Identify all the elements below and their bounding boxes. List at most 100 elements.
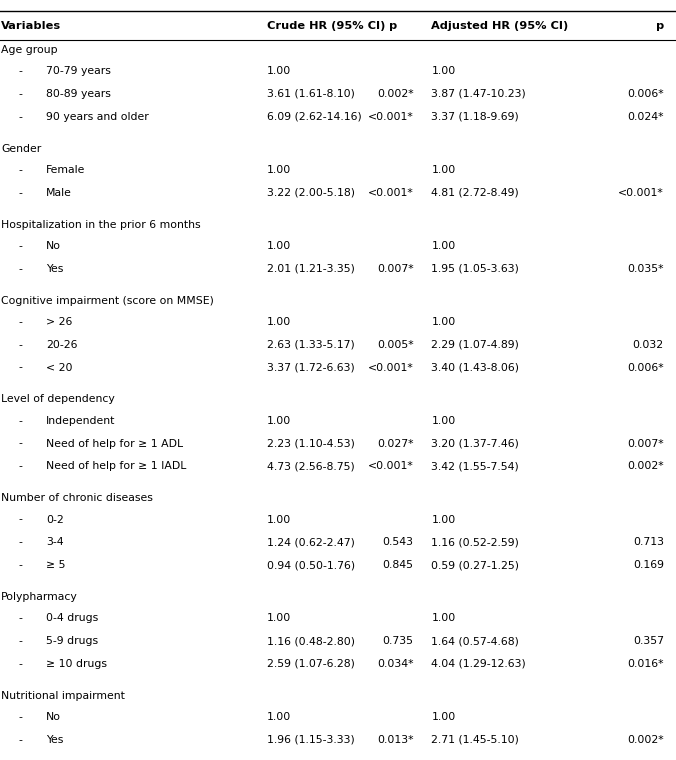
Text: 0.016*: 0.016* [627,659,664,669]
Text: <0.001*: <0.001* [618,188,664,198]
Text: 2.23 (1.10-4.53): 2.23 (1.10-4.53) [267,439,355,448]
Text: -: - [19,461,23,471]
Text: -: - [19,241,23,251]
Text: 1.00: 1.00 [431,416,456,426]
Text: <0.001*: <0.001* [368,112,414,122]
Text: 1.00: 1.00 [267,317,291,327]
Text: Gender: Gender [1,144,42,154]
Text: 0.002*: 0.002* [627,735,664,745]
Text: Number of chronic diseases: Number of chronic diseases [1,493,153,503]
Text: No: No [46,241,61,251]
Text: 0.034*: 0.034* [377,659,414,669]
Text: Cognitive impairment (score on MMSE): Cognitive impairment (score on MMSE) [1,296,214,306]
Text: 0.002*: 0.002* [377,89,414,99]
Text: -: - [19,537,23,547]
Text: <0.001*: <0.001* [368,363,414,372]
Text: 3.42 (1.55-7.54): 3.42 (1.55-7.54) [431,461,519,471]
Text: 0.006*: 0.006* [627,363,664,372]
Text: Nutritional impairment: Nutritional impairment [1,691,125,701]
Text: 3.37 (1.18-9.69): 3.37 (1.18-9.69) [431,112,519,122]
Text: Yes: Yes [46,735,64,745]
Text: 0-2: 0-2 [46,515,64,524]
Text: 0.027*: 0.027* [377,439,414,448]
Text: -: - [19,165,23,175]
Text: -: - [19,112,23,122]
Text: 2.59 (1.07-6.28): 2.59 (1.07-6.28) [267,659,355,669]
Text: Hospitalization in the prior 6 months: Hospitalization in the prior 6 months [1,220,201,230]
Text: 1.16 (0.52-2.59): 1.16 (0.52-2.59) [431,537,519,547]
Text: Need of help for ≥ 1 IADL: Need of help for ≥ 1 IADL [46,461,187,471]
Text: Crude HR (95% CI): Crude HR (95% CI) [267,21,385,31]
Text: 0.713: 0.713 [633,537,664,547]
Text: 1.00: 1.00 [431,241,456,251]
Text: Polypharmacy: Polypharmacy [1,592,78,602]
Text: 0.735: 0.735 [383,636,414,646]
Text: -: - [19,416,23,426]
Text: Variables: Variables [1,21,62,31]
Text: 1.95 (1.05-3.63): 1.95 (1.05-3.63) [431,264,519,274]
Text: 1.00: 1.00 [431,613,456,623]
Text: < 20: < 20 [46,363,72,372]
Text: 2.71 (1.45-5.10): 2.71 (1.45-5.10) [431,735,519,745]
Text: Age group: Age group [1,45,58,55]
Text: 5-9 drugs: 5-9 drugs [46,636,98,646]
Text: -: - [19,340,23,350]
Text: 1.00: 1.00 [267,165,291,175]
Text: 0.845: 0.845 [383,560,414,570]
Text: 0.357: 0.357 [633,636,664,646]
Text: No: No [46,712,61,722]
Text: 0.006*: 0.006* [627,89,664,99]
Text: 1.00: 1.00 [267,416,291,426]
Text: 0.002*: 0.002* [627,461,664,471]
Text: Level of dependency: Level of dependency [1,394,115,404]
Text: Female: Female [46,165,85,175]
Text: 4.81 (2.72-8.49): 4.81 (2.72-8.49) [431,188,519,198]
Text: -: - [19,515,23,524]
Text: 6.09 (2.62-14.16): 6.09 (2.62-14.16) [267,112,362,122]
Text: 3.37 (1.72-6.63): 3.37 (1.72-6.63) [267,363,355,372]
Text: 0.032: 0.032 [633,340,664,350]
Text: Yes: Yes [46,264,64,274]
Text: -: - [19,735,23,745]
Text: 1.00: 1.00 [267,515,291,524]
Text: 0.013*: 0.013* [377,735,414,745]
Text: <0.001*: <0.001* [368,461,414,471]
Text: -: - [19,188,23,198]
Text: -: - [19,659,23,669]
Text: p: p [656,21,664,31]
Text: 1.64 (0.57-4.68): 1.64 (0.57-4.68) [431,636,519,646]
Text: 0.94 (0.50-1.76): 0.94 (0.50-1.76) [267,560,355,570]
Text: 1.00: 1.00 [267,712,291,722]
Text: 1.16 (0.48-2.80): 1.16 (0.48-2.80) [267,636,355,646]
Text: 0.59 (0.27-1.25): 0.59 (0.27-1.25) [431,560,519,570]
Text: -: - [19,439,23,448]
Text: 1.96 (1.15-3.33): 1.96 (1.15-3.33) [267,735,355,745]
Text: Adjusted HR (95% CI): Adjusted HR (95% CI) [431,21,569,31]
Text: 2.63 (1.33-5.17): 2.63 (1.33-5.17) [267,340,355,350]
Text: -: - [19,66,23,76]
Text: 0.005*: 0.005* [377,340,414,350]
Text: -: - [19,89,23,99]
Text: -: - [19,264,23,274]
Text: 3.87 (1.47-10.23): 3.87 (1.47-10.23) [431,89,526,99]
Text: p: p [389,21,397,31]
Text: 3-4: 3-4 [46,537,64,547]
Text: 3.61 (1.61-8.10): 3.61 (1.61-8.10) [267,89,355,99]
Text: ≥ 10 drugs: ≥ 10 drugs [46,659,107,669]
Text: -: - [19,613,23,623]
Text: 0.024*: 0.024* [627,112,664,122]
Text: 70-79 years: 70-79 years [46,66,111,76]
Text: 3.22 (2.00-5.18): 3.22 (2.00-5.18) [267,188,355,198]
Text: 20-26: 20-26 [46,340,78,350]
Text: 0.543: 0.543 [383,537,414,547]
Text: 2.01 (1.21-3.35): 2.01 (1.21-3.35) [267,264,355,274]
Text: 1.00: 1.00 [431,515,456,524]
Text: 1.00: 1.00 [267,241,291,251]
Text: 1.00: 1.00 [431,165,456,175]
Text: -: - [19,712,23,722]
Text: Need of help for ≥ 1 ADL: Need of help for ≥ 1 ADL [46,439,183,448]
Text: ≥ 5: ≥ 5 [46,560,66,570]
Text: 0.007*: 0.007* [377,264,414,274]
Text: 4.73 (2.56-8.75): 4.73 (2.56-8.75) [267,461,355,471]
Text: 0.007*: 0.007* [627,439,664,448]
